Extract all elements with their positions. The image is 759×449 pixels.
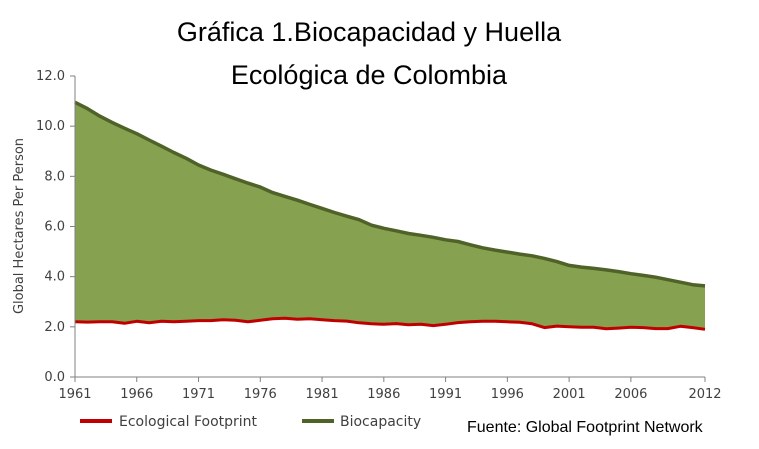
y-tick-label: 8.0 [44, 169, 65, 184]
legend: Ecological Footprint Biocapacity [80, 414, 421, 430]
x-tick-label: 1961 [58, 387, 91, 402]
x-tick-label: 1971 [182, 387, 215, 402]
x-tick-label: 1981 [306, 387, 339, 402]
y-tick-label: 10.0 [36, 119, 65, 134]
y-tick-label: 0.0 [44, 370, 65, 385]
x-tick-label: 1996 [491, 387, 524, 402]
y-tick-label: 4.0 [44, 270, 65, 285]
x-tick-label: 2006 [614, 387, 647, 402]
y-tick-label: 2.0 [44, 320, 65, 335]
series-line-biocapacity [74, 100, 706, 288]
y-tick-label: 12.0 [36, 69, 65, 84]
y-axis: 0.0 2.0 4.0 6.0 8.0 10.0 12.0 [36, 69, 76, 385]
biocapacity-area [75, 102, 705, 330]
plot-area [74, 100, 706, 331]
series-line-ecological-footprint [74, 316, 706, 331]
chart-title-line-1: Gráfica 1.Biocapacidad y Huella [177, 17, 562, 47]
source-note: Fuente: Global Footprint Network [467, 419, 704, 436]
x-tick-label: 1966 [120, 387, 153, 402]
legend-label-ecological-footprint: Ecological Footprint [119, 414, 258, 430]
x-tick-label: 1976 [244, 387, 277, 402]
x-tick-label: 2001 [553, 387, 586, 402]
x-axis: 1961 1966 1971 1976 1981 1986 1991 1996 2001 2006… [58, 376, 722, 402]
y-axis-title: Global Hectares Per Person [12, 138, 27, 314]
x-tick-label: 1991 [429, 387, 462, 402]
x-tick-label: 1986 [367, 387, 400, 402]
x-tick-label: 2012 [688, 387, 721, 402]
y-tick-label: 6.0 [44, 220, 65, 235]
legend-label-biocapacity: Biocapacity [340, 414, 421, 430]
chart-title-line-2: Ecológica de Colombia [231, 60, 508, 90]
